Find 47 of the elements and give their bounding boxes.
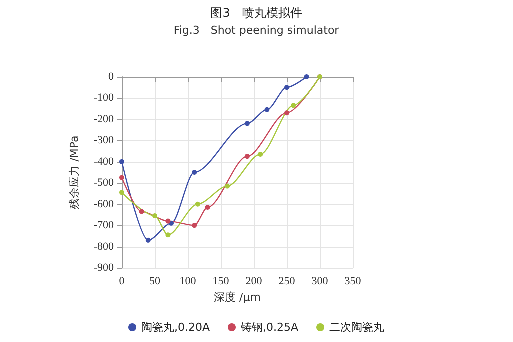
legend-label: 铸钢,0.25A: [240, 321, 299, 334]
y-axis-title: 残余应力 /MPa: [68, 136, 81, 210]
point: [291, 103, 296, 108]
point: [120, 190, 124, 196]
point: [120, 175, 124, 180]
y-tick-label: -600: [94, 198, 114, 210]
y-tick-label: -200: [94, 113, 114, 126]
point: [139, 209, 144, 214]
x-tick-label: 50: [150, 276, 161, 288]
y-tick-label: -700: [94, 220, 114, 232]
point: [192, 223, 198, 228]
x-tick-label: 300: [312, 276, 329, 288]
x-tick-label: 0: [119, 276, 126, 288]
point: [284, 85, 290, 90]
x-tick-label: 200: [246, 276, 263, 288]
point: [120, 159, 124, 164]
legend-label: 二次陶瓷丸: [330, 321, 385, 334]
y-tick-label: -500: [94, 177, 114, 190]
point: [195, 202, 200, 207]
x-tick-label: 150: [212, 276, 230, 288]
x-tick-label: 250: [278, 276, 296, 288]
point: [244, 154, 250, 160]
point: [146, 238, 151, 243]
chart-title: 图3 喷丸模拟件: [210, 6, 302, 20]
y-tick-label: -400: [94, 156, 114, 168]
point: [258, 152, 264, 157]
point: [225, 184, 230, 189]
y-tick-label: -900: [94, 262, 114, 274]
point: [169, 220, 174, 226]
y-tick-label: -100: [94, 92, 114, 104]
point: [152, 214, 158, 219]
x-tick-label: 100: [180, 276, 197, 288]
point: [264, 107, 270, 112]
y-tick-label: -800: [94, 240, 114, 253]
chart-subtitle: Fig.3 Shot peening simulator: [174, 24, 340, 37]
point: [284, 110, 290, 116]
point: [244, 121, 250, 126]
point: [166, 232, 171, 238]
legend-label: 陶瓷丸,0.20A: [141, 321, 210, 334]
x-axis-title: 深度 /μm: [214, 290, 261, 304]
point: [304, 74, 310, 80]
point: [192, 170, 198, 175]
point: [166, 218, 171, 224]
y-tick-label: -300: [94, 134, 114, 147]
y-tick-label: 0: [108, 71, 114, 83]
point: [205, 205, 210, 210]
x-tick-label: 350: [344, 276, 362, 288]
